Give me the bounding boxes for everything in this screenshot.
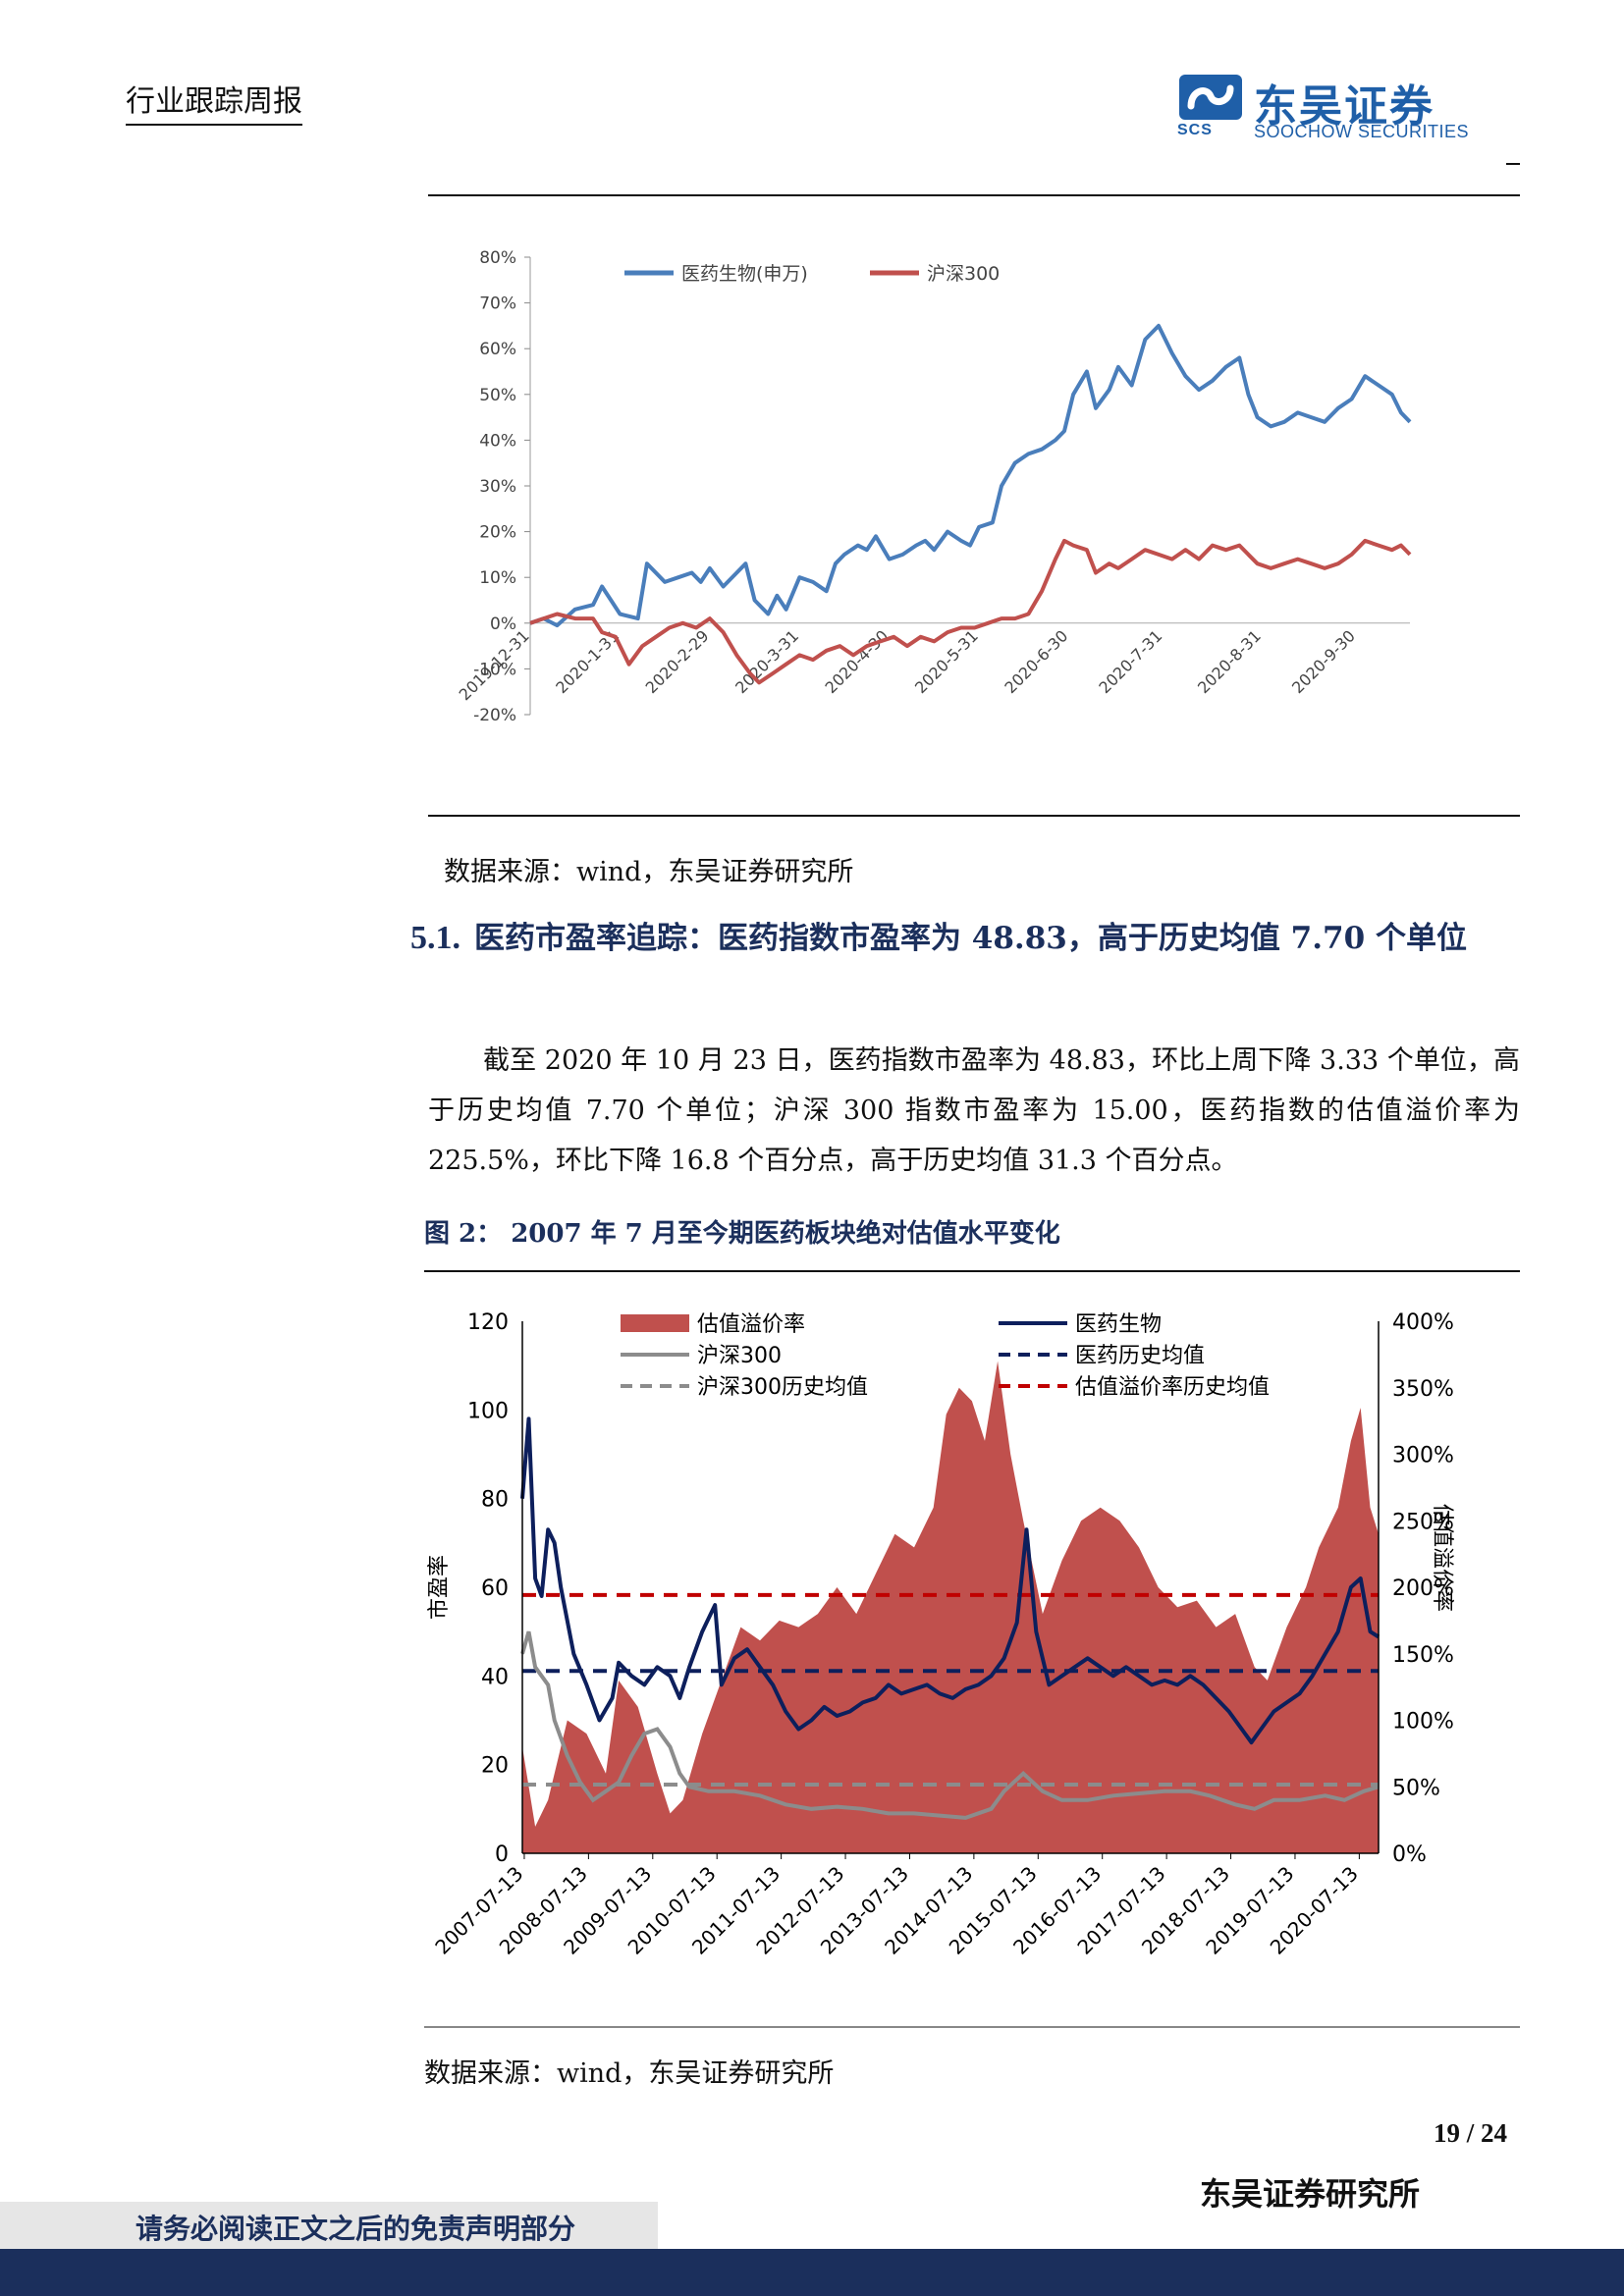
legend-label: 沪深300 <box>927 263 1000 285</box>
left-tick-label: 0 <box>495 1842 509 1867</box>
right-tick-label: 100% <box>1392 1710 1454 1735</box>
x-tick-label: 2020-7-31 <box>1095 626 1165 697</box>
legend-label: 估值溢价率历史均值 <box>1075 1375 1270 1400</box>
right-tick-label: 150% <box>1392 1643 1454 1668</box>
footer-institute: 东吴证券研究所 <box>1200 2175 1421 2213</box>
chart2-source: 数据来源：wind，东吴证券研究所 <box>424 2058 835 2089</box>
hs300-pe-line <box>520 1630 1380 1820</box>
footer-bar <box>0 2249 1624 2296</box>
x-tick-label: 2019-12-31 <box>456 626 533 704</box>
logo-chinese-name: 东吴证券 <box>1254 81 1435 132</box>
chart1-bottom-rule <box>428 815 1520 817</box>
right-tick-label: 300% <box>1392 1444 1454 1468</box>
logo-english-name: SOOCHOW SECURITIES <box>1254 122 1470 141</box>
right-tick-label: 350% <box>1392 1377 1454 1402</box>
left-tick-label: 40 <box>481 1665 509 1689</box>
y-tick-label: 80% <box>479 248 516 268</box>
chart1-source: 数据来源：wind，东吴证券研究所 <box>444 857 854 887</box>
legend-label: 沪深300历史均值 <box>697 1375 868 1400</box>
legend-label: 沪深300 <box>697 1344 782 1368</box>
scs-logo-icon <box>1179 75 1242 120</box>
y-tick-label: 70% <box>479 294 516 314</box>
y-tick-label: 0% <box>490 614 516 634</box>
body-paragraph: 截至 2020 年 10 月 23 日，医药指数市盈率为 48.83，环比上周下… <box>428 1036 1520 1186</box>
left-tick-label: 80 <box>481 1488 509 1513</box>
right-tick-label: 250% <box>1392 1510 1454 1534</box>
y-tick-label: 40% <box>479 431 516 451</box>
x-tick-label: 2020-8-31 <box>1194 626 1265 697</box>
chart2-bottom-rule <box>424 2026 1520 2028</box>
y-tick-label: 60% <box>479 340 516 359</box>
y-tick-label: 50% <box>479 386 516 405</box>
legend-label: 医药生物 <box>1075 1312 1162 1337</box>
y-tick-label: -10% <box>473 660 516 679</box>
right-tick-label: 50% <box>1392 1776 1440 1800</box>
chart2-top-rule <box>424 1270 1520 1272</box>
series-line-hs300 <box>529 538 1412 685</box>
right-axis-label: 估值溢价率 <box>1430 1504 1454 1612</box>
left-tick-label: 100 <box>467 1399 509 1423</box>
company-logo: 东吴证券 SCS SOOCHOW SECURITIES <box>1173 71 1507 144</box>
pharma-pe-line <box>520 1416 1380 1745</box>
y-tick-label: 20% <box>479 523 516 543</box>
x-tick-label: 2020-9-30 <box>1288 626 1359 697</box>
section-number: 5.1. <box>410 920 460 956</box>
premium-area <box>522 1361 1379 1853</box>
right-tick-label: 0% <box>1392 1842 1427 1867</box>
y-tick-label: -20% <box>473 706 516 725</box>
report-type-header: 行业跟踪周报 <box>126 77 302 126</box>
chart1-top-rule <box>428 194 1520 196</box>
legend-label: 估值溢价率 <box>697 1312 805 1337</box>
page-number: 19 / 24 <box>1434 2118 1508 2148</box>
y-tick-label: 10% <box>479 568 516 588</box>
chart2-pe-valuation: 120 100 80 60 40 20 0 400% 350% 300% 250% 200% 150% 1… <box>427 1310 1454 1959</box>
left-tick-label: 60 <box>481 1576 509 1601</box>
header-dash <box>1506 163 1520 165</box>
disclaimer-banner: 请务必阅读正文之后的免责声明部分 <box>0 2202 658 2249</box>
section-title-text: 医药市盈率追踪：医药指数市盈率为 48.83，高于历史均值 7.70 个单位 <box>474 921 1467 956</box>
body-paragraph-text: 截至 2020 年 10 月 23 日，医药指数市盈率为 48.83，环比上周下… <box>428 1045 1520 1176</box>
right-tick-label: 400% <box>1392 1310 1454 1335</box>
y-tick-label: 30% <box>479 477 516 497</box>
left-axis-label: 市盈率 <box>427 1555 452 1620</box>
legend-swatch <box>621 1314 689 1332</box>
x-tick-label: 2020-4-30 <box>822 626 893 697</box>
series-line-pharma <box>529 323 1412 628</box>
disclaimer-text: 请务必阅读正文之后的免责声明部分 <box>135 2213 576 2245</box>
x-tick-label: 2020-6-30 <box>1001 626 1071 697</box>
left-tick-label: 20 <box>481 1754 509 1779</box>
legend-label: 医药生物(申万) <box>681 263 808 285</box>
left-tick-label: 120 <box>467 1310 509 1335</box>
figure2-title: 图 2： 2007 年 7 月至今期医药板块绝对估值水平变化 <box>424 1219 1060 1249</box>
section-title: 5.1. 医药市盈率追踪：医药指数市盈率为 48.83，高于历史均值 7.70 个… <box>410 913 1510 964</box>
right-tick-label: 200% <box>1392 1576 1454 1601</box>
chart1-pharma-vs-hs300: 80% 70% 60% 50% 40% 30% 20% 10% 0% -10% -20% 2019-1… <box>456 248 1412 725</box>
legend-label: 医药历史均值 <box>1075 1344 1205 1368</box>
logo-abbr: SCS <box>1177 122 1213 138</box>
